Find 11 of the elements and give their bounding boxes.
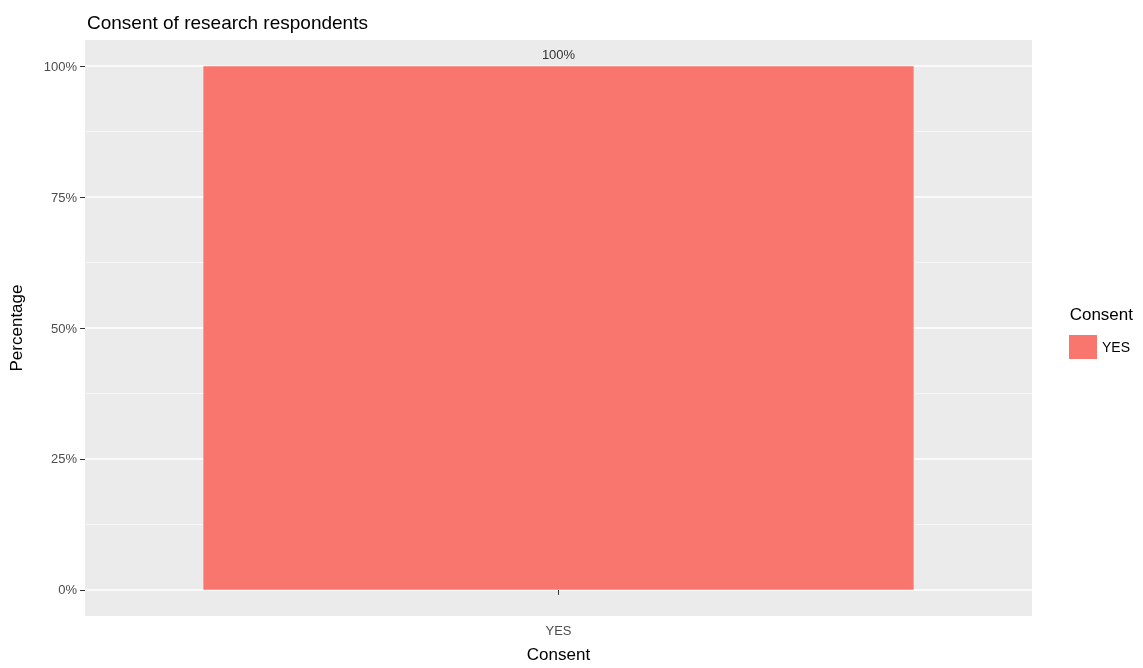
y-tick-label: 75% xyxy=(50,189,78,205)
legend-title: Consent xyxy=(1069,305,1134,324)
legend-label: YES xyxy=(1101,339,1130,355)
x-axis-title: Consent xyxy=(526,645,591,664)
y-tick-label: 50% xyxy=(50,320,78,336)
y-axis-title: Percentage xyxy=(7,284,26,372)
y-tick-label: 0% xyxy=(58,582,78,598)
chart-title: Consent of research respondents xyxy=(87,12,368,33)
data-label: 100% xyxy=(541,47,576,63)
y-tick-label: 25% xyxy=(50,451,78,467)
y-tick-label: 100% xyxy=(43,58,78,74)
